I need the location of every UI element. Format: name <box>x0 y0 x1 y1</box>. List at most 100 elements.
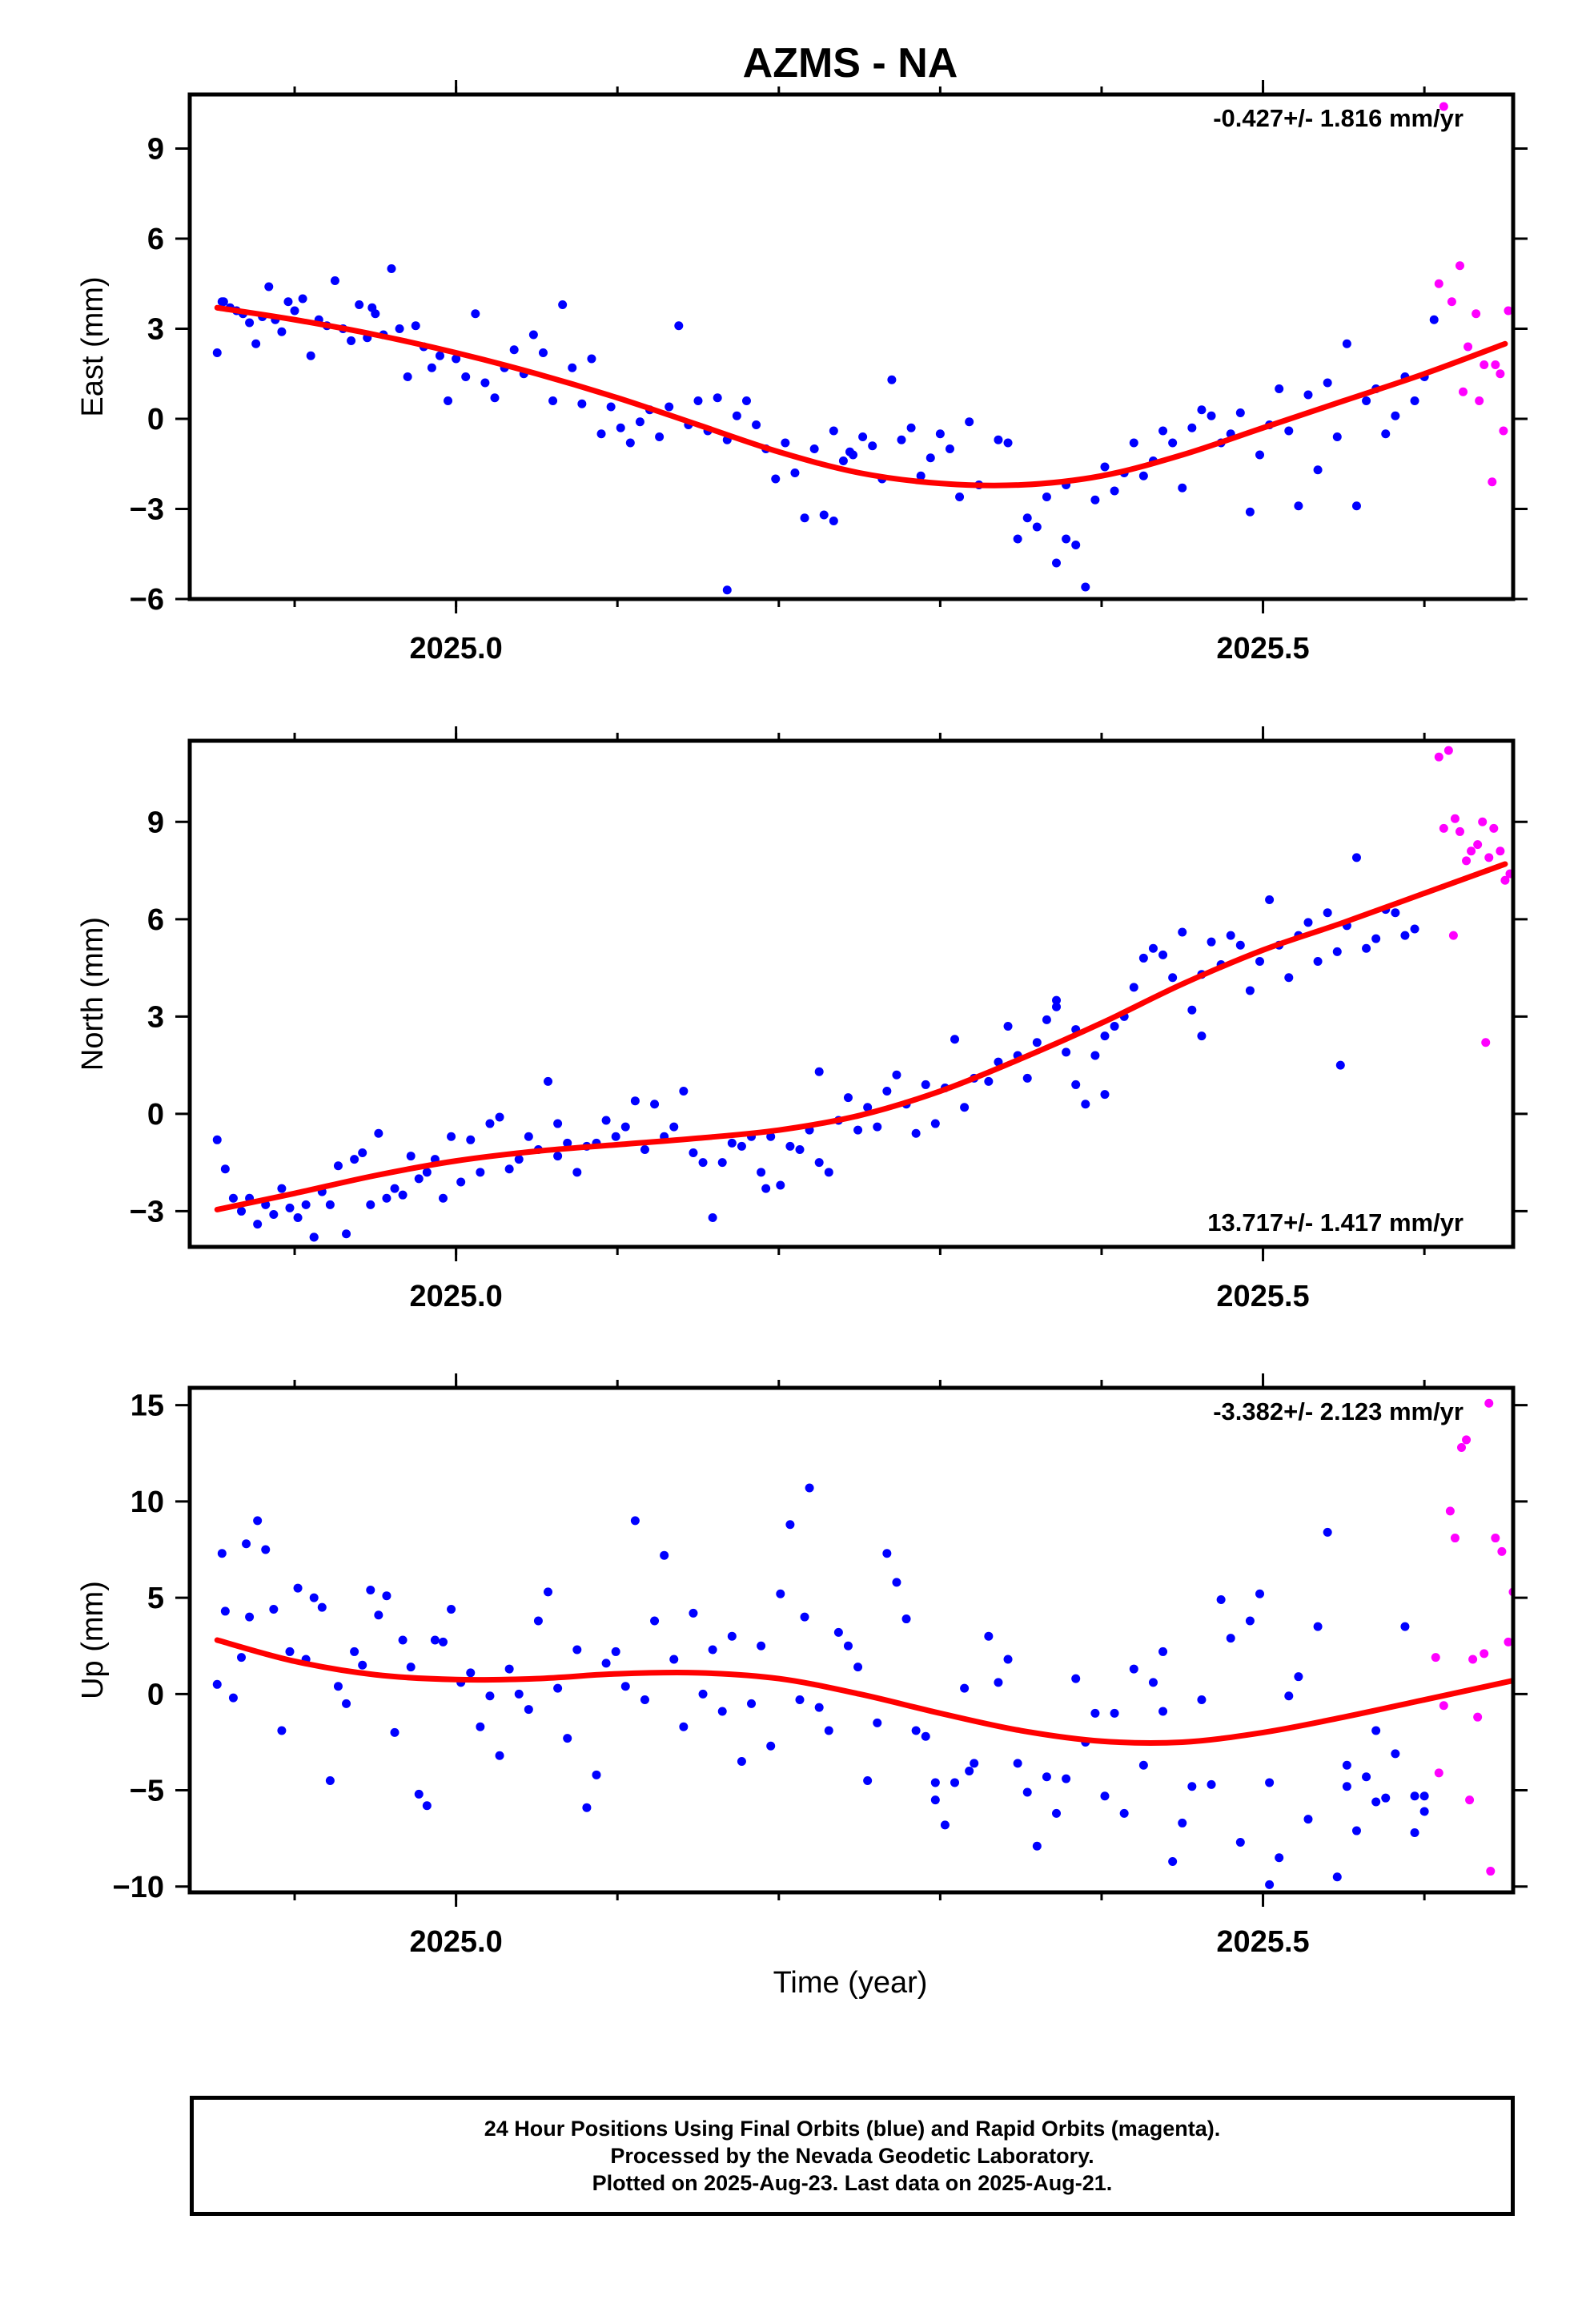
rapid-orbit-point <box>1443 746 1453 755</box>
rapid-orbit-point <box>1473 1712 1483 1722</box>
final-orbit-point <box>592 1770 601 1779</box>
final-orbit-point <box>290 306 299 316</box>
rapid-orbit-point <box>1439 823 1448 833</box>
final-orbit-point <box>655 432 665 441</box>
rapid-orbit-point <box>1459 387 1468 396</box>
final-orbit-point <box>843 1093 853 1103</box>
final-orbit-point <box>1013 1759 1022 1768</box>
rapid-orbit-point <box>1447 297 1456 307</box>
final-orbit-point <box>747 1699 757 1708</box>
final-orbit-point <box>1071 1080 1081 1089</box>
final-orbit-point <box>911 1726 921 1735</box>
final-orbit-point <box>698 1689 708 1699</box>
final-orbit-point <box>358 1148 367 1158</box>
final-orbit-point <box>1245 986 1255 995</box>
final-orbit-point <box>776 1589 785 1598</box>
final-orbit-point <box>1062 1047 1071 1057</box>
rapid-orbit-point <box>1496 369 1505 379</box>
rapid-orbit-point <box>1450 1534 1460 1543</box>
final-orbit-point <box>863 1776 873 1786</box>
final-orbit-point <box>955 493 965 501</box>
final-orbit-point <box>752 420 761 429</box>
final-orbit-point <box>1284 973 1294 983</box>
final-orbit-point <box>1178 927 1187 937</box>
final-orbit-point <box>1362 943 1371 953</box>
final-orbit-point <box>1275 384 1284 393</box>
final-orbit-point <box>350 1155 359 1164</box>
rapid-orbit-point <box>1462 1435 1472 1445</box>
final-orbit-point <box>1235 1837 1245 1847</box>
final-orbit-point <box>293 1583 303 1593</box>
final-orbit-point <box>245 318 255 328</box>
final-orbit-point <box>366 1585 375 1594</box>
final-orbit-point <box>930 1778 940 1787</box>
y-tick-label: 0 <box>147 403 164 436</box>
y-tick-label: 0 <box>147 1678 164 1711</box>
final-orbit-point <box>325 1776 335 1786</box>
final-orbit-point <box>945 444 954 453</box>
final-orbit-point <box>333 1682 343 1691</box>
final-orbit-point <box>771 474 781 484</box>
final-orbit-point <box>708 1213 717 1223</box>
final-orbit-point <box>253 1220 263 1229</box>
final-orbit-point <box>1090 1708 1100 1718</box>
final-orbit-point <box>1332 432 1342 441</box>
final-orbit-point <box>1062 1774 1071 1783</box>
final-orbit-point <box>1042 493 1051 501</box>
final-orbit-point <box>1158 426 1168 436</box>
final-orbit-point <box>452 354 461 364</box>
final-orbit-point <box>722 585 732 595</box>
final-orbit-point <box>237 1653 247 1663</box>
final-orbit-point <box>538 348 548 357</box>
final-orbit-point <box>395 324 404 333</box>
final-orbit-point <box>892 1070 901 1080</box>
final-orbit-point <box>960 1103 970 1112</box>
final-orbit-point <box>430 1635 440 1645</box>
final-orbit-point <box>1351 853 1361 862</box>
rapid-orbit-point <box>1448 931 1458 940</box>
final-orbit-point <box>1148 1678 1158 1687</box>
final-orbit-point <box>601 1659 611 1668</box>
final-orbit-point <box>805 1483 814 1493</box>
final-orbit-point <box>528 330 538 340</box>
final-orbit-point <box>572 1168 582 1177</box>
final-orbit-point <box>921 1731 930 1741</box>
final-orbit-point <box>606 402 616 412</box>
final-orbit-point <box>285 1647 295 1656</box>
final-orbit-point <box>625 438 635 448</box>
final-orbit-point <box>447 1132 456 1141</box>
x-tick-label-2025-5: 2025.5 <box>1216 632 1309 665</box>
final-orbit-point <box>427 363 436 372</box>
final-orbit-point <box>504 1664 514 1674</box>
final-orbit-point <box>217 1549 227 1558</box>
final-orbit-point <box>863 1103 873 1112</box>
final-orbit-point <box>447 1605 456 1614</box>
final-orbit-point <box>1168 438 1178 448</box>
rapid-orbit-point <box>1481 1038 1491 1047</box>
rapid-orbit-point <box>1455 261 1464 271</box>
final-orbit-point <box>1110 486 1119 496</box>
final-orbit-point <box>960 1683 970 1693</box>
final-orbit-point <box>717 1707 727 1716</box>
final-orbit-point <box>568 363 577 372</box>
final-orbit-point <box>970 1759 979 1768</box>
final-orbit-point <box>1323 1527 1332 1537</box>
final-orbit-point <box>897 435 906 444</box>
final-orbit-point <box>873 1718 882 1727</box>
final-orbit-point <box>766 1132 776 1141</box>
rapid-orbit-point <box>1491 360 1500 369</box>
final-orbit-point <box>776 1180 785 1190</box>
final-orbit-point <box>1381 429 1391 439</box>
final-orbit-point <box>853 1663 863 1672</box>
y-tick-label: 15 <box>130 1389 164 1423</box>
final-orbit-point <box>587 354 596 364</box>
final-orbit-point <box>1197 405 1207 415</box>
final-orbit-point <box>509 345 519 355</box>
final-orbit-point <box>620 1122 630 1132</box>
final-orbit-point <box>640 1144 649 1154</box>
data-layer <box>212 1398 1513 1889</box>
final-orbit-point <box>916 471 926 480</box>
final-orbit-point <box>829 426 838 436</box>
final-orbit-point <box>358 1660 367 1670</box>
rapid-orbit-point <box>1496 846 1505 856</box>
